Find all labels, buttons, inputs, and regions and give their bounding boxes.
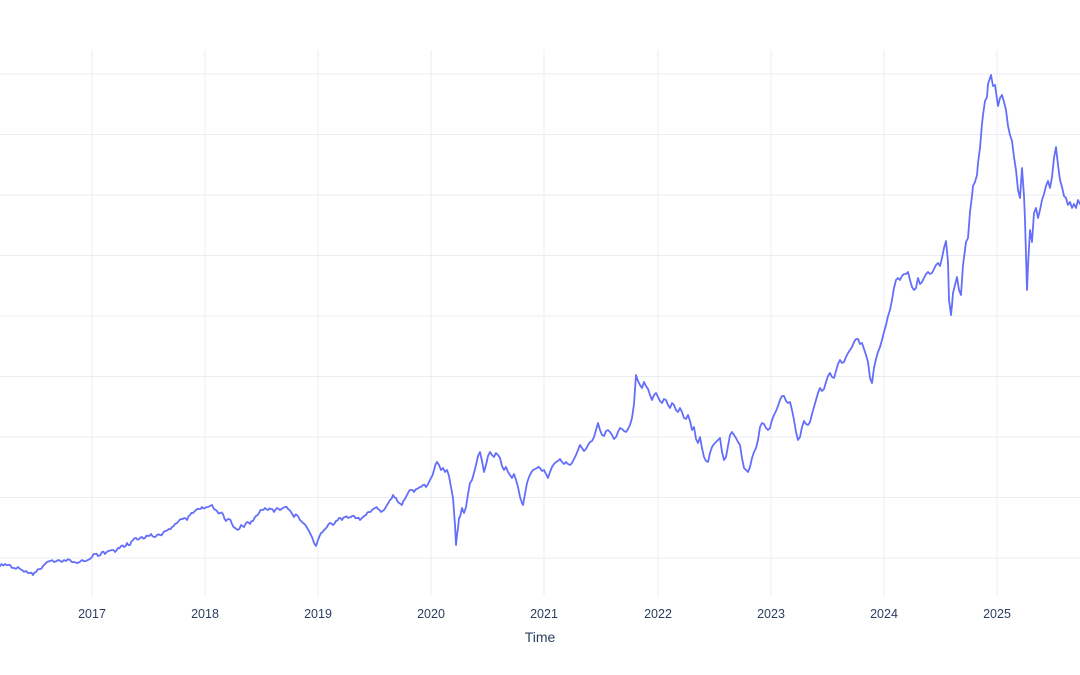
x-tick-label: 2020 [417, 607, 445, 621]
x-gridlines [91, 50, 998, 590]
x-tick-label: 2021 [530, 607, 558, 621]
x-tick-labels: 2017 2018 2019 2020 2021 2022 2023 2024 2025 [78, 607, 1011, 621]
y-gridlines [0, 73, 1080, 559]
x-tick-label: 2022 [644, 607, 672, 621]
x-tick-marks [91, 590, 998, 596]
x-axis-title: Time [524, 629, 556, 645]
price-line [0, 74, 1080, 576]
x-tick-label: 2025 [983, 607, 1011, 621]
x-tick-label: 2019 [304, 607, 332, 621]
x-tick-label: 2017 [78, 607, 106, 621]
x-tick-label: 2024 [870, 607, 898, 621]
x-tick-label: 2018 [191, 607, 219, 621]
x-tick-label: 2023 [757, 607, 785, 621]
